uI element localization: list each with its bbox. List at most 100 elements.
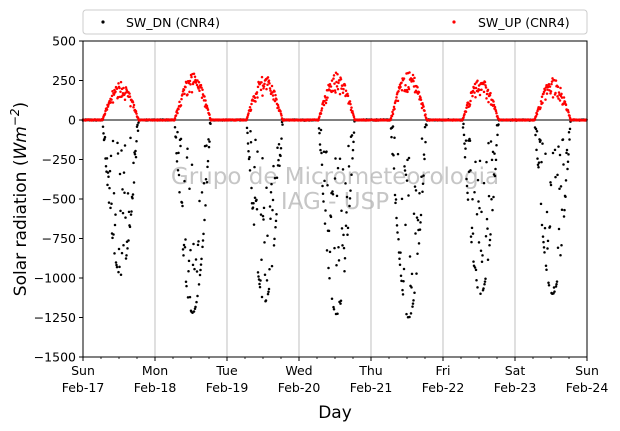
series-sw-up — [81, 71, 588, 122]
sw-dn-point — [263, 241, 266, 244]
sw-up-point — [476, 79, 479, 82]
sw-dn-point — [323, 222, 327, 225]
sw-up-point — [270, 84, 274, 88]
sw-dn-point — [394, 201, 397, 205]
sw-dn-point — [275, 176, 279, 179]
sw-dn-point — [476, 286, 479, 289]
sw-up-point — [193, 75, 197, 78]
sw-up-point — [551, 77, 554, 80]
sw-dn-point — [277, 142, 281, 146]
sw-dn-point — [470, 226, 474, 230]
x-tick-label-day: Thu — [358, 363, 382, 378]
sw-dn-point — [483, 280, 487, 283]
sw-dn-point — [347, 165, 351, 168]
sw-up-point — [274, 93, 277, 97]
sw-up-point — [556, 95, 559, 98]
sw-dn-point — [129, 136, 132, 140]
sw-dn-point — [270, 264, 274, 268]
sw-dn-point — [182, 254, 185, 257]
sw-up-point — [106, 105, 110, 108]
sw-up-point — [346, 92, 349, 96]
sw-dn-point — [204, 177, 208, 181]
sw-dn-point — [114, 261, 118, 264]
sw-dn-point — [180, 201, 184, 204]
sw-dn-point — [122, 171, 126, 174]
sw-dn-point — [477, 241, 481, 244]
sw-dn-point — [188, 295, 192, 299]
sw-dn-point — [412, 299, 415, 302]
y-tick-label: −1500 — [34, 350, 76, 365]
sw-dn-point — [108, 186, 111, 190]
sw-dn-point — [339, 302, 342, 305]
sw-dn-point — [122, 244, 125, 247]
sw-up-point — [254, 100, 257, 103]
y-tick-label: 250 — [52, 73, 76, 88]
sw-up-point — [112, 93, 116, 96]
sw-dn-point — [331, 192, 335, 196]
sw-up-point — [411, 73, 415, 77]
sw-dn-point — [274, 219, 278, 223]
sw-dn-point — [252, 223, 256, 226]
sw-up-point — [110, 98, 113, 101]
sw-dn-point — [392, 167, 396, 170]
y-tick-label: −1250 — [34, 310, 76, 325]
sw-dn-point — [249, 130, 252, 133]
sw-dn-point — [187, 269, 190, 273]
sw-up-point — [465, 106, 468, 110]
sw-dn-point — [547, 283, 551, 287]
sw-dn-point — [344, 182, 347, 185]
sw-dn-point — [472, 260, 475, 263]
sw-dn-point — [327, 266, 330, 270]
sw-dn-point — [203, 218, 206, 222]
sw-up-point — [423, 109, 426, 113]
sw-dn-point — [200, 191, 204, 194]
x-tick-label-date: Feb-19 — [206, 380, 249, 395]
sw-dn-point — [177, 173, 181, 177]
sw-up-point — [325, 98, 328, 102]
sw-up-point — [396, 99, 400, 103]
sw-dn-point — [196, 243, 200, 247]
sw-dn-point — [487, 141, 490, 145]
sw-dn-point — [408, 315, 411, 319]
sw-dn-point — [111, 139, 115, 143]
sw-dn-point — [256, 271, 260, 274]
sw-up-point — [560, 92, 563, 96]
sw-up-point — [562, 96, 566, 99]
sw-up-point — [190, 90, 194, 94]
sw-dn-point — [425, 123, 428, 127]
sw-dn-point — [418, 192, 421, 195]
sw-dn-point — [186, 296, 190, 299]
sw-dn-point — [273, 176, 277, 180]
sw-up-point — [482, 90, 486, 94]
sw-dn-point — [273, 237, 276, 241]
sw-up-point — [265, 87, 268, 91]
sw-up-point — [173, 117, 177, 120]
sw-up-point — [542, 92, 545, 95]
sw-dn-point — [326, 183, 329, 187]
sw-dn-point — [184, 238, 187, 241]
sw-dn-point — [410, 286, 413, 289]
sw-dn-point — [121, 188, 124, 191]
sw-dn-point — [131, 197, 134, 200]
sw-up-point — [399, 85, 402, 89]
sw-up-point — [485, 97, 488, 100]
y-axis-title-close: ) — [11, 102, 31, 109]
sw-up-point — [397, 89, 400, 93]
sw-dn-point — [179, 137, 183, 141]
sw-up-point — [250, 102, 253, 106]
sw-up-point — [534, 115, 538, 118]
sw-dn-point — [544, 152, 547, 155]
sw-dn-point — [568, 127, 572, 131]
sw-dn-point — [482, 287, 485, 290]
sw-up-point — [135, 112, 138, 115]
sw-up-point — [544, 86, 548, 89]
sw-dn-point — [201, 245, 204, 249]
sw-dn-point — [197, 283, 201, 286]
sw-up-point — [474, 95, 477, 99]
sw-dn-point — [259, 279, 262, 282]
sw-up-point — [541, 101, 544, 105]
sw-dn-point — [494, 167, 497, 171]
sw-dn-point — [497, 123, 500, 126]
sw-dn-point — [562, 163, 565, 166]
sw-dn-point — [323, 179, 326, 183]
